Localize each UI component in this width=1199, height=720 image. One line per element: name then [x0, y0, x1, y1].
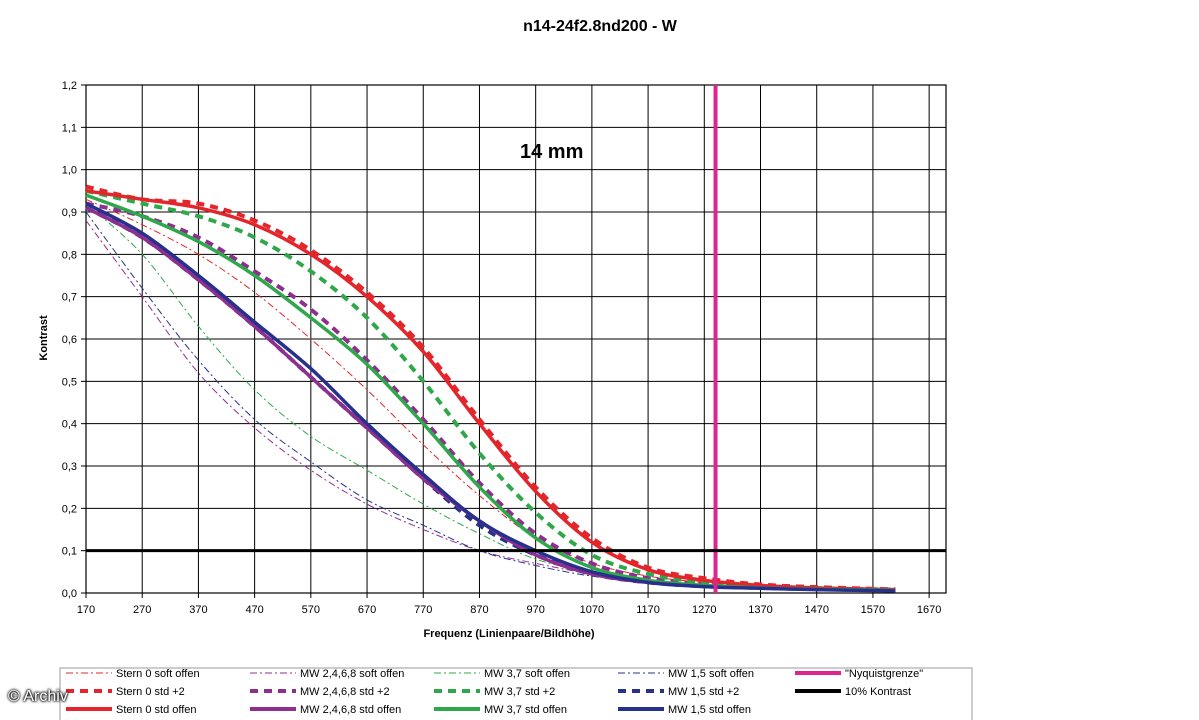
grid: [85, 84, 947, 594]
y-tick-label: 0,4: [62, 419, 77, 431]
chart-title: n14-24f2.8nd200 - W: [523, 18, 678, 35]
legend-label: MW 3,7 std +2: [484, 686, 555, 698]
series-line-8: [85, 189, 896, 592]
legend-label: Stern 0 std offen: [116, 704, 197, 716]
legend-label: MW 3,7 soft offen: [484, 668, 570, 680]
x-tick-label: 270: [133, 604, 151, 616]
x-tick-label: 1170: [636, 604, 660, 616]
x-tick-label: 370: [189, 604, 207, 616]
series-lines: [85, 184, 896, 593]
y-tick-label: 0,5: [62, 376, 77, 388]
y-tick-label: 0,1: [62, 546, 77, 558]
x-tick-label: 1070: [580, 604, 604, 616]
legend-label: Stern 0 std +2: [116, 686, 185, 698]
x-tick-label: 870: [470, 604, 488, 616]
x-tick-label: 1570: [861, 604, 885, 616]
y-tick-label: 0,6: [62, 334, 77, 346]
legend-label: MW 2,4,6,8 std offen: [300, 704, 401, 716]
y-tick-label: 1,2: [62, 80, 77, 92]
y-tick-label: 1,0: [62, 165, 77, 177]
legend-label: Stern 0 soft offen: [116, 668, 200, 680]
x-tick-label: 470: [245, 604, 263, 616]
x-tick-label: 170: [77, 604, 95, 616]
legend-label: "Nyquistgrenze": [845, 668, 923, 680]
legend-label: MW 1,5 std offen: [668, 704, 751, 716]
legend: Stern 0 soft offen MW 2,4,6,8 soft offen M…: [59, 667, 973, 720]
legend-label: MW 1,5 std +2: [668, 686, 739, 698]
legend-label: MW 2,4,6,8 soft offen: [300, 668, 404, 680]
y-tick-label: 0,9: [62, 207, 77, 219]
legend-label: MW 1,5 soft offen: [668, 668, 754, 680]
focal-length-annotation: 14 mm: [520, 141, 583, 163]
y-tick-label: 0,2: [62, 503, 77, 515]
series-line-11: [85, 201, 896, 593]
y-tick-label: 0,0: [62, 588, 77, 600]
x-tick-label: 1670: [917, 604, 941, 616]
x-tick-label: 1270: [692, 604, 716, 616]
y-axis-label: Kontrast: [38, 315, 50, 361]
y-tick-label: 1,1: [62, 122, 77, 134]
x-tick-label: 570: [302, 604, 320, 616]
x-tick-label: 670: [358, 604, 376, 616]
reference-lines: [86, 85, 946, 593]
series-line-4: [85, 184, 896, 592]
legend-box: [59, 667, 973, 720]
axes: 170 270 370 470 570 670 770 870 970 1070 1170 1270 1…: [62, 80, 942, 616]
legend-label: 10% Kontrast: [845, 686, 911, 698]
series-line-5: [85, 201, 896, 592]
x-tick-label: 1470: [804, 604, 828, 616]
legend-label: MW 2,4,6,8 std +2: [300, 686, 390, 698]
copyright-watermark: © Archiv: [8, 688, 68, 705]
x-tick-label: 770: [414, 604, 432, 616]
x-tick-label: 1370: [748, 604, 772, 616]
y-tick-label: 0,7: [62, 292, 77, 304]
legend-label: MW 3,7 std offen: [484, 704, 567, 716]
x-tick-label: 970: [526, 604, 544, 616]
y-tick-label: 0,3: [62, 461, 77, 473]
x-axis-label: Frequenz (Linienpaare/Bildhöhe): [423, 628, 594, 640]
y-tick-label: 0,8: [62, 249, 77, 261]
